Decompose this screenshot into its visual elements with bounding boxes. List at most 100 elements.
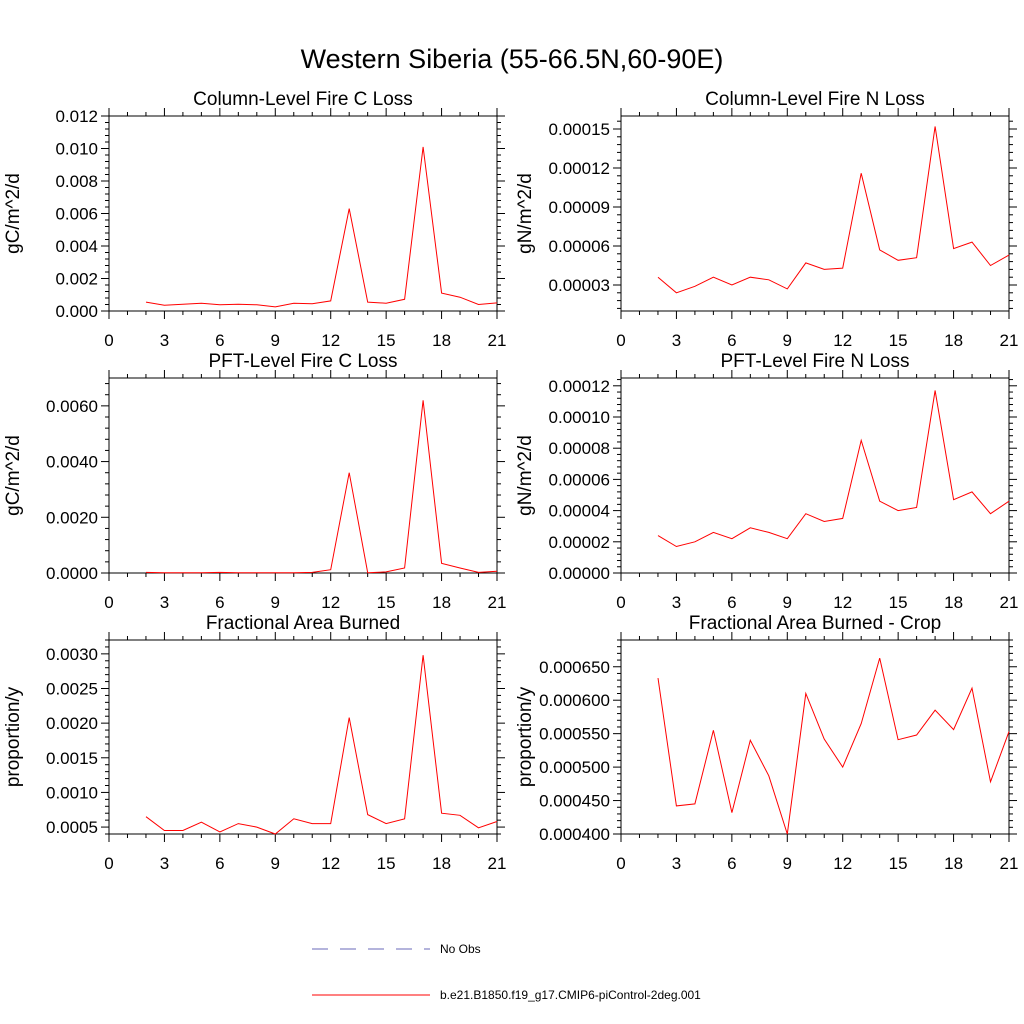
panel-4: PFT-Level Fire N Loss gN/m^2/d 0 3 6 9 12 15 18 2… xyxy=(515,351,1018,612)
y-axis-label: proportion/y xyxy=(515,686,536,787)
x-tick-label: 0 xyxy=(104,854,113,873)
plot-frame xyxy=(620,377,1010,574)
x-tick-label: 15 xyxy=(377,854,396,873)
x-tick-label: 3 xyxy=(160,331,169,350)
panel-1: Column-Level Fire C Loss gC/m^2/d 0 3 6 9 12 15… xyxy=(3,89,506,350)
panel-6: Fractional Area Burned - Crop proportion/… xyxy=(515,613,1018,873)
y-tick-label: 0.000450 xyxy=(539,792,610,811)
y-tick-label: 0.00003 xyxy=(549,276,610,295)
x-tick-label: 12 xyxy=(321,854,340,873)
panels: Column-Level Fire C Loss gC/m^2/d 0 3 6 9 12 15… xyxy=(3,89,1018,873)
y-tick-label: 0.010 xyxy=(55,140,98,159)
y-tick-label: 0.00000 xyxy=(549,564,610,583)
y-tick-label: 0.0010 xyxy=(46,783,98,802)
y-tick-label: 0.012 xyxy=(55,107,98,126)
x-tick-label: 0 xyxy=(616,331,625,350)
x-tick-label: 21 xyxy=(488,331,507,350)
legend: No Obs b.e21.B1850.f19_g17.CMIP6-piContr… xyxy=(312,942,701,1002)
series-line xyxy=(657,390,1010,548)
y-tick-label: 0.0025 xyxy=(46,680,98,699)
y-tick-label: 0.00010 xyxy=(549,408,610,427)
y-tick-label: 0.00006 xyxy=(549,237,610,256)
x-tick-label: 6 xyxy=(215,854,224,873)
x-tick-label: 0 xyxy=(616,854,625,873)
x-tick-label: 15 xyxy=(377,331,396,350)
series-line xyxy=(145,655,498,835)
x-tick-label: 18 xyxy=(944,331,963,350)
x-tick-label: 0 xyxy=(616,593,625,612)
panel-3: PFT-Level Fire C Loss gC/m^2/d 0 3 6 9 12 15 18 2… xyxy=(3,351,506,612)
legend-label-no-obs: No Obs xyxy=(440,942,481,956)
x-tick-label: 3 xyxy=(672,854,681,873)
x-tick-label: 6 xyxy=(727,593,736,612)
y-tick-label: 0.0040 xyxy=(46,453,98,472)
y-tick-label: 0.006 xyxy=(55,205,98,224)
panel-title: Column-Level Fire C Loss xyxy=(193,89,413,110)
y-axis-label: proportion/y xyxy=(3,686,24,787)
panel-2: Column-Level Fire N Loss gN/m^2/d 0 3 6 9 12 15… xyxy=(515,89,1018,350)
x-tick-label: 18 xyxy=(432,593,451,612)
x-tick-label: 18 xyxy=(944,854,963,873)
x-tick-label: 6 xyxy=(727,331,736,350)
y-tick-label: 0.002 xyxy=(55,270,98,289)
panel-title: Fractional Area Burned xyxy=(206,613,400,634)
x-tick-label: 21 xyxy=(488,854,507,873)
y-tick-label: 0.000600 xyxy=(539,691,610,710)
x-tick-label: 3 xyxy=(672,331,681,350)
x-tick-label: 0 xyxy=(104,593,113,612)
series-line xyxy=(145,400,498,574)
x-tick-label: 12 xyxy=(833,331,852,350)
y-tick-label: 0.000400 xyxy=(539,825,610,844)
y-tick-label: 0.00009 xyxy=(549,198,610,217)
y-axis-label: gC/m^2/d xyxy=(3,173,24,254)
panel-title: Fractional Area Burned - Crop xyxy=(689,613,941,634)
y-axis-label: gN/m^2/d xyxy=(515,173,536,254)
y-axis-label: gC/m^2/d xyxy=(3,435,24,516)
x-tick-label: 15 xyxy=(377,593,396,612)
y-tick-label: 0.00002 xyxy=(549,533,610,552)
y-tick-label: 0.000500 xyxy=(539,758,610,777)
y-tick-label: 0.000550 xyxy=(539,725,610,744)
x-tick-label: 9 xyxy=(783,854,792,873)
x-tick-label: 18 xyxy=(432,854,451,873)
y-tick-label: 0.00006 xyxy=(549,470,610,489)
x-tick-label: 21 xyxy=(1000,593,1019,612)
y-tick-label: 0.000650 xyxy=(539,658,610,677)
x-tick-label: 3 xyxy=(160,593,169,612)
x-tick-label: 9 xyxy=(271,593,280,612)
y-tick-label: 0.0030 xyxy=(46,645,98,664)
panel-title: PFT-Level Fire N Loss xyxy=(721,351,910,372)
y-tick-label: 0.004 xyxy=(55,237,98,256)
x-tick-label: 15 xyxy=(889,331,908,350)
y-tick-label: 0.00012 xyxy=(549,377,610,396)
panel-5: Fractional Area Burned proportion/y 0 3 6 9 12… xyxy=(3,613,506,873)
y-tick-label: 0.0060 xyxy=(46,397,98,416)
x-tick-label: 12 xyxy=(321,331,340,350)
figure-title: Western Siberia (55-66.5N,60-90E) xyxy=(301,44,724,74)
x-tick-label: 21 xyxy=(488,593,507,612)
x-tick-label: 15 xyxy=(889,854,908,873)
y-tick-label: 0.008 xyxy=(55,172,98,191)
x-tick-label: 12 xyxy=(321,593,340,612)
x-tick-label: 3 xyxy=(160,854,169,873)
x-tick-label: 12 xyxy=(833,593,852,612)
y-tick-label: 0.00004 xyxy=(549,502,610,521)
plot-frame xyxy=(108,639,498,835)
panel-title: Column-Level Fire N Loss xyxy=(705,89,925,110)
x-tick-label: 6 xyxy=(215,593,224,612)
plot-frame xyxy=(108,115,498,312)
x-tick-label: 6 xyxy=(727,854,736,873)
x-tick-label: 6 xyxy=(215,331,224,350)
y-tick-label: 0.0000 xyxy=(46,564,98,583)
y-tick-label: 0.000 xyxy=(55,302,98,321)
x-tick-label: 15 xyxy=(889,593,908,612)
y-tick-label: 0.00015 xyxy=(549,120,610,139)
x-tick-label: 18 xyxy=(432,331,451,350)
plot-frame xyxy=(108,377,498,574)
series-line xyxy=(657,126,1010,294)
panel-title: PFT-Level Fire C Loss xyxy=(209,351,398,372)
x-tick-label: 9 xyxy=(783,593,792,612)
y-tick-label: 0.00012 xyxy=(549,159,610,178)
y-tick-label: 0.0020 xyxy=(46,714,98,733)
